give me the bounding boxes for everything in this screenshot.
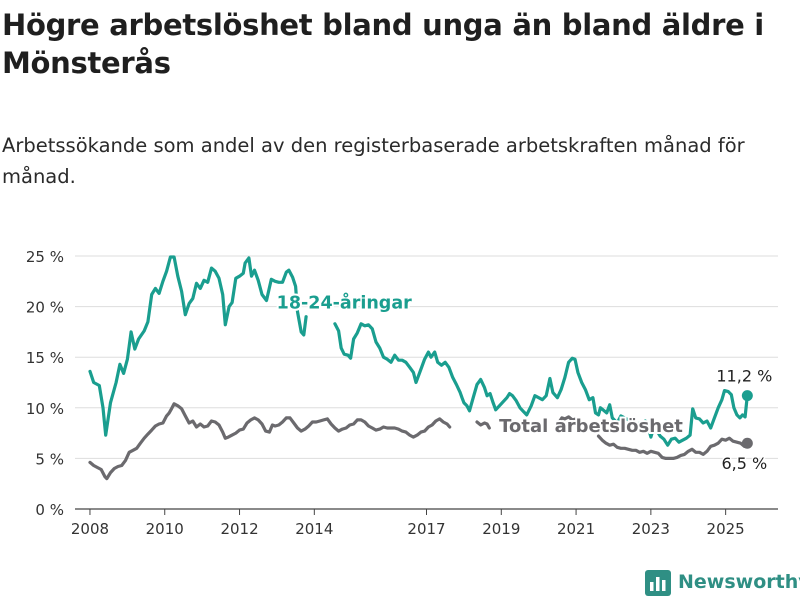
end-point-youth [741,390,753,402]
x-tick-label: 2010 [146,520,184,538]
y-tick-label: 25 % [26,248,64,266]
series-line-total [88,402,749,481]
y-tick-label: 20 % [26,299,64,317]
x-tick-label: 2019 [482,520,520,538]
chart-title: Högre arbetslöshet bland unga än bland ä… [2,8,764,80]
y-tick-label: 0 % [35,501,64,519]
y-tick-label: 5 % [35,450,64,468]
x-tick-label: 2023 [632,520,670,538]
series-lines [88,255,753,481]
end-value-label-youth: 11,2 % [716,367,772,386]
x-tick-label: 2017 [407,520,445,538]
end-point-total [741,437,753,449]
series-label-youth: 18-24-åringar [277,292,412,314]
y-axis-tick-labels: 0 % 5 % 10 % 15 % 20 % 25 % [26,248,64,519]
y-tick-label: 15 % [26,349,64,367]
x-tick-label: 2014 [295,520,333,538]
chart-subtitle: Arbetssökande som andel av den registerb… [2,134,745,188]
series-line-youth [88,255,749,447]
y-tick-label: 10 % [26,400,64,418]
brand-name: Newsworthy [678,571,800,593]
bar-chart-logo-icon [645,570,671,596]
x-tick-label: 2008 [71,520,109,538]
x-tick-label: 2025 [707,520,745,538]
series-label-total: Total arbetslöshet [499,416,683,437]
x-tick-label: 2012 [220,520,258,538]
x-axis: 2008 2010 2012 2014 2017 2019 2021 2023 2025 [71,509,745,538]
x-tick-label: 2021 [557,520,595,538]
end-value-label-total: 6,5 % [721,454,767,473]
series-labels: 18-24-åringar 11,2 % Total arbetslöshet 6,5… [275,290,774,475]
